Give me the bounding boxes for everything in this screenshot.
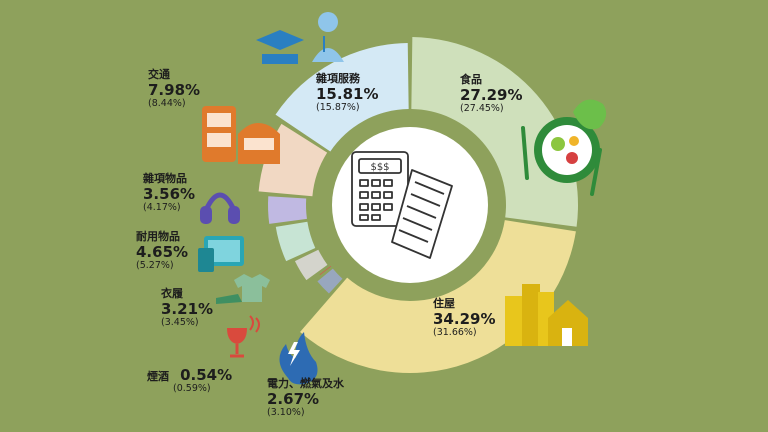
label-food-value: 27.29%	[460, 85, 523, 104]
wine-glass-icon	[227, 315, 260, 358]
label-utilities-value: 2.67%	[267, 389, 320, 408]
slice-clothing	[294, 249, 328, 281]
label-housing-prev: (31.66%)	[433, 326, 477, 338]
label-misc-goods-name: 雜項物品	[143, 172, 187, 185]
label-misc-services-name: 雜項服務	[316, 72, 360, 85]
calculator-receipt-icon: $$$	[351, 151, 453, 259]
slice-durables	[275, 221, 316, 262]
label-food: 食品 27.29% (27.45%)	[460, 73, 523, 115]
label-alcohol-tobacco-prev: (0.59%)	[173, 383, 211, 395]
label-housing-name: 住屋	[433, 297, 455, 310]
label-food-prev: (27.45%)	[460, 102, 504, 114]
label-alcohol-tobacco-value: 0.54%	[180, 366, 233, 384]
label-durables-value: 4.65%	[136, 242, 189, 261]
clothing-icon	[216, 274, 270, 304]
label-transport-prev: (8.44%)	[148, 97, 186, 109]
slice-alcohol-tobacco	[319, 265, 332, 276]
label-transport-value: 7.98%	[148, 80, 201, 99]
label-alcohol-tobacco-name: 煙酒	[147, 370, 169, 383]
label-misc-services-value: 15.81%	[316, 84, 379, 103]
slice-misc-goods	[268, 196, 307, 224]
graduate-doctor-icon	[256, 12, 344, 64]
label-alcohol-tobacco: 煙酒 0.54% (0.59%)	[147, 366, 232, 395]
slice-utilities	[317, 268, 343, 294]
label-misc-goods: 雜項物品 3.56% (4.17%)	[143, 172, 196, 214]
buildings-icon	[505, 284, 588, 346]
label-misc-goods-prev: (4.17%)	[143, 201, 181, 213]
label-clothing-name: 衣履	[161, 287, 183, 300]
label-clothing: 衣履 3.21% (3.45%)	[161, 287, 214, 329]
label-food-name: 食品	[460, 73, 482, 86]
label-utilities-prev: (3.10%)	[267, 406, 305, 418]
svg-text:$$$: $$$	[370, 162, 389, 173]
label-housing: 住屋 34.29% (31.66%)	[433, 297, 496, 339]
label-durables-prev: (5.27%)	[136, 259, 174, 271]
label-durables-name: 耐用物品	[136, 230, 180, 243]
label-transport-name: 交通	[148, 68, 170, 81]
salad-bowl-icon	[521, 99, 607, 196]
slice-misc-services	[275, 43, 409, 152]
label-clothing-prev: (3.45%)	[161, 316, 199, 328]
appliance-icon	[198, 236, 244, 272]
bus-train-icon	[202, 106, 280, 164]
label-utilities: 電力、燃氣及水 2.67% (3.10%)	[267, 377, 344, 419]
label-misc-services-prev: (15.87%)	[316, 101, 360, 113]
label-misc-goods-value: 3.56%	[143, 184, 196, 203]
headphones-icon	[200, 192, 240, 224]
label-utilities-name: 電力、燃氣及水	[267, 377, 344, 390]
flame-icon	[279, 332, 318, 385]
label-clothing-value: 3.21%	[161, 299, 214, 318]
label-housing-value: 34.29%	[433, 309, 496, 328]
label-misc-services: 雜項服務 15.81% (15.87%)	[316, 72, 379, 114]
label-transport: 交通 7.98% (8.44%)	[148, 68, 201, 110]
label-durables: 耐用物品 4.65% (5.27%)	[136, 230, 189, 272]
slice-food	[411, 37, 579, 227]
